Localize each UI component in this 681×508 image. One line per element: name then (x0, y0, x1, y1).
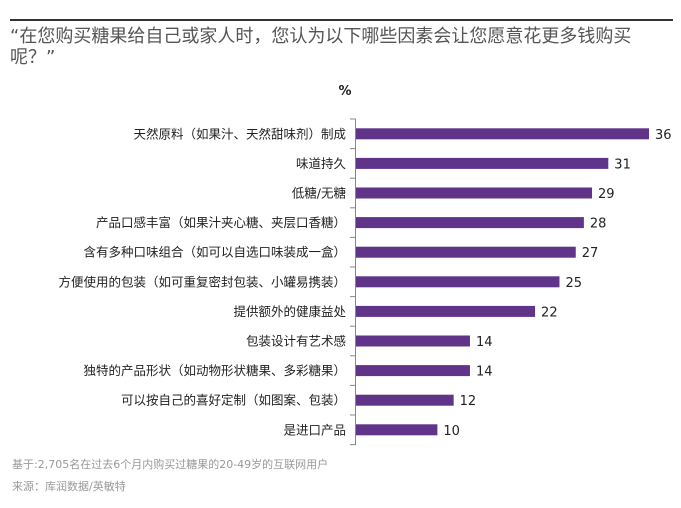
category-label: 含有多种口味组合（如可以自选口味装成一盒） (83, 245, 346, 260)
unit-label: % (338, 84, 352, 99)
data-label: 27 (582, 246, 599, 261)
bar (356, 128, 649, 140)
data-label: 29 (598, 187, 615, 202)
data-label: 14 (476, 335, 493, 350)
bar (356, 335, 470, 347)
data-label: 28 (590, 217, 607, 232)
category-label: 独特的产品形状（如动物形状糖果、多彩糖果） (83, 363, 346, 378)
category-label: 是进口产品 (283, 422, 346, 437)
bar (356, 276, 560, 288)
chart-title: “在您购买糖果给自己或家人时，您认为以下哪些因素会让您愿意花更多钱购买呢？” (10, 26, 632, 68)
data-label: 22 (541, 305, 558, 320)
data-label: 31 (614, 157, 631, 172)
bar (356, 424, 438, 436)
category-label: 产品口感丰富（如果汁夹心糖、夹层口香糖） (96, 215, 346, 230)
data-label: 36 (655, 128, 672, 143)
category-label: 天然原料（如果汁、天然甜味剂）制成 (133, 126, 346, 141)
bar (356, 157, 609, 169)
footnote: 基于:2,705名在过去6个月内购买过糖果的20-49岁的互联网用户 (12, 458, 329, 471)
category-label: 可以按自己的喜好定制（如图案、包装） (121, 393, 346, 408)
category-label: 低糖/无糖 (292, 186, 347, 201)
category-label: 提供额外的健康益处 (233, 304, 346, 319)
source-note: 来源：库润数据/英敏特 (12, 480, 126, 493)
top-divider (10, 19, 673, 21)
bar (356, 394, 454, 406)
category-label: 味道持久 (296, 156, 347, 171)
bar (356, 217, 584, 229)
bar (356, 246, 576, 258)
data-label: 25 (565, 276, 582, 291)
category-label: 方便使用的包装（如可重复密封包装、小罐易携装） (58, 274, 346, 289)
bar (356, 187, 593, 199)
data-label: 10 (443, 424, 460, 439)
data-label: 14 (476, 365, 493, 380)
data-label: 12 (460, 394, 477, 409)
category-label: 包装设计有艺术感 (246, 334, 346, 349)
bar (356, 305, 536, 317)
bar (356, 365, 470, 377)
